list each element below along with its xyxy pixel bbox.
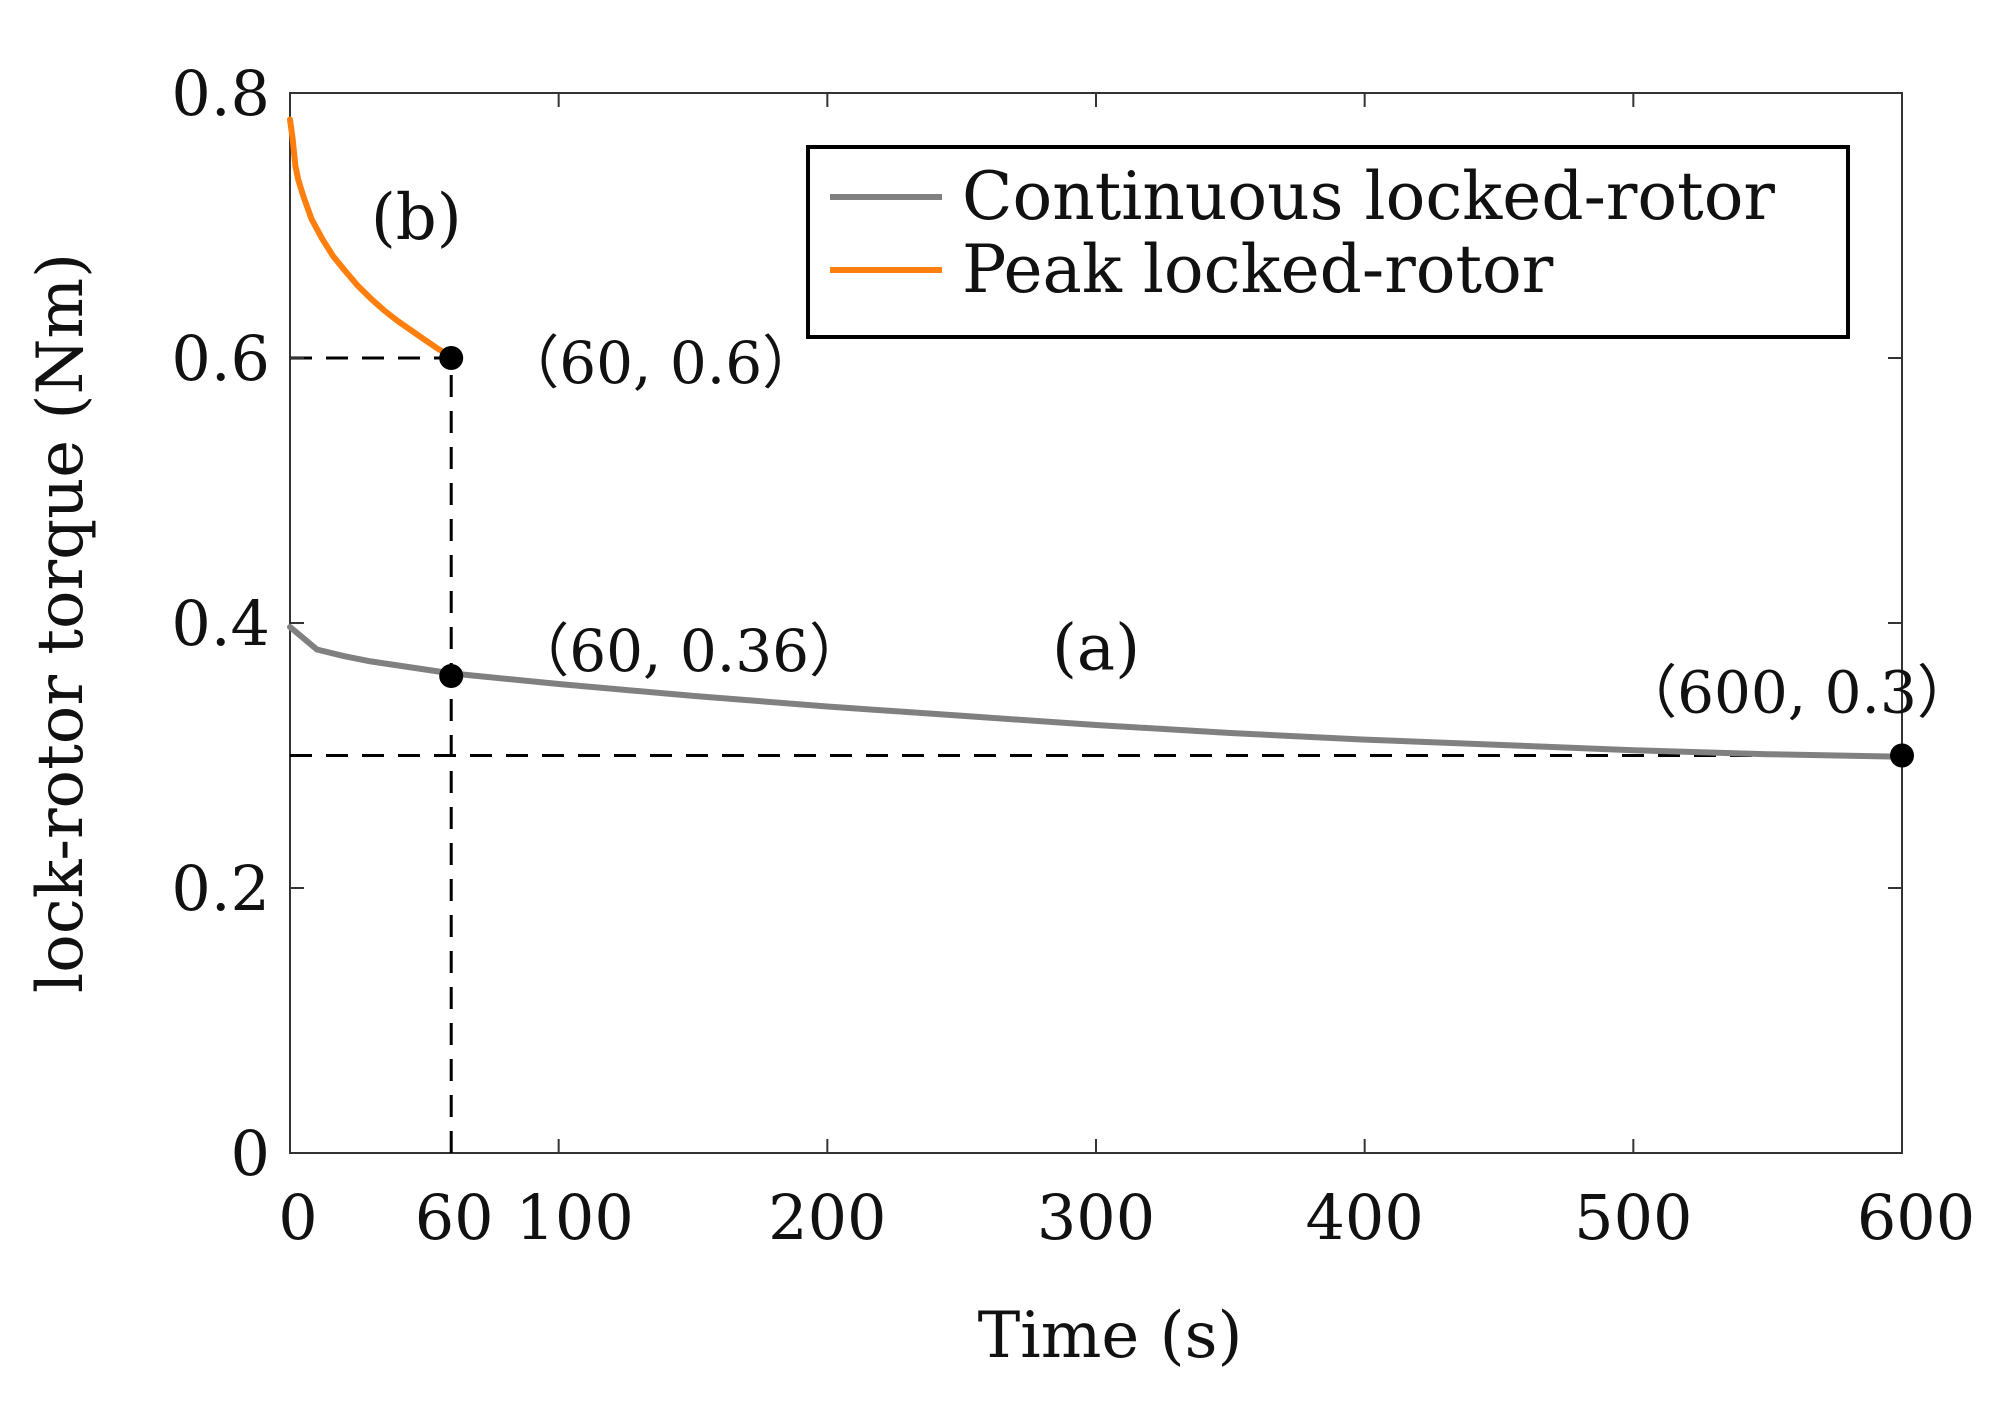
y-tick-label: 0.6 — [171, 322, 270, 395]
x-tick-label: 100 — [515, 1181, 633, 1254]
data-point-label: （60, 0.6） — [501, 329, 820, 397]
tick-layer: 0 60 100 200 300 400 500 600 0 0.2 0.4 0.6 0.8 — [171, 57, 1975, 1254]
series-layer — [287, 116, 1905, 760]
x-tick-label: 300 — [1037, 1181, 1155, 1254]
x-tick-label: 600 — [1857, 1181, 1975, 1254]
curve-annotation: (b) — [371, 181, 462, 255]
data-point-marker — [439, 346, 464, 370]
data-point-marker — [439, 664, 464, 688]
y-tick-label: 0.2 — [171, 852, 270, 925]
series-line-continuous — [287, 624, 1905, 760]
legend-label-peak: Peak locked-rotor — [962, 231, 1554, 308]
annotation-layer: (a) (b) — [371, 181, 1140, 686]
data-point-label: （60, 0.36） — [511, 617, 867, 685]
legend-box — [806, 145, 1850, 339]
reference-lines — [290, 356, 1902, 1153]
data-point-label: （600, 0.3） — [1619, 659, 1975, 727]
x-tick-label: 500 — [1574, 1181, 1692, 1254]
marker-layer: （60, 0.6） （60, 0.36） （600, 0.3） — [439, 329, 1975, 768]
data-point-marker — [1890, 743, 1914, 768]
y-tick-label: 0.4 — [171, 587, 270, 660]
y-axis-title: lock-rotor torque (Nm) — [24, 253, 98, 993]
x-tick-label: 60 — [415, 1181, 494, 1254]
x-tick-label: 200 — [768, 1181, 886, 1254]
x-axis-title: Time (s) — [978, 1299, 1243, 1373]
y-tick-label: 0 — [231, 1117, 270, 1190]
x-tick-label: 0 — [278, 1181, 317, 1254]
x-tick-label: 400 — [1305, 1181, 1423, 1254]
legend: Continuous locked-rotor Peak locked-roto… — [806, 145, 1850, 339]
curve-annotation: (a) — [1052, 611, 1140, 685]
y-tick-label: 0.8 — [171, 57, 270, 130]
legend-label-continuous: Continuous locked-rotor — [962, 158, 1775, 235]
series-line-peak — [287, 116, 455, 360]
